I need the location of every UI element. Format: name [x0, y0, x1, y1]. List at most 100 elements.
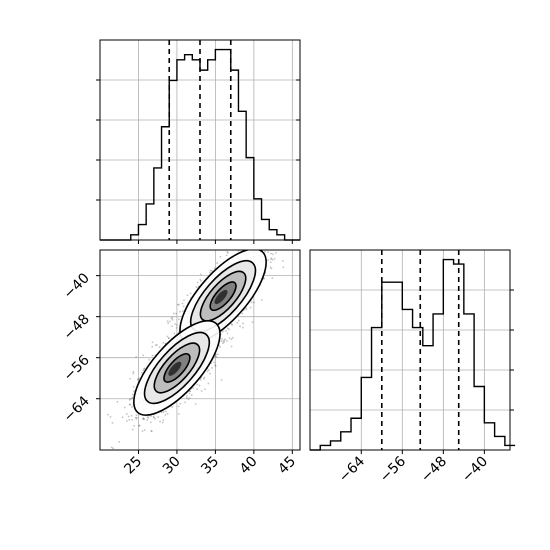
scatter-point: [138, 424, 141, 427]
x-tick-label: −56: [377, 453, 409, 485]
scatter-point: [185, 394, 188, 397]
scatter-point: [157, 416, 160, 418]
scatter-point: [267, 259, 270, 262]
scatter-point: [222, 340, 225, 342]
scatter-point: [272, 253, 274, 256]
scatter-point: [207, 382, 210, 385]
x-tick-label: 30: [160, 454, 184, 478]
scatter-point: [225, 254, 228, 257]
scatter-point: [142, 417, 145, 419]
scatter-point: [261, 299, 263, 301]
scatter-point: [209, 372, 211, 375]
scatter-point: [226, 327, 229, 330]
scatter-point: [223, 341, 225, 344]
scatter-point: [143, 368, 145, 370]
scatter-point: [196, 388, 198, 390]
scatter-point: [183, 299, 185, 302]
scatter-point: [132, 370, 135, 373]
scatter-point: [252, 234, 254, 236]
scatter-point: [196, 281, 199, 284]
scatter-point: [133, 424, 136, 427]
scatter-point: [112, 447, 115, 450]
scatter-point: [219, 255, 222, 258]
scatter-point: [176, 324, 178, 326]
scatter-point: [275, 251, 277, 254]
scatter-point: [245, 308, 248, 311]
scatter-point: [177, 413, 180, 415]
scatter-point: [241, 244, 243, 246]
scatter-point: [179, 402, 182, 405]
scatter-point: [135, 414, 138, 417]
scatter-point: [227, 252, 229, 254]
scatter-point: [166, 412, 169, 415]
scatter-point: [209, 269, 212, 272]
scatter-point: [199, 378, 202, 381]
scatter-point: [132, 385, 135, 388]
scatter-point: [203, 388, 206, 391]
scatter-point: [188, 397, 191, 400]
scatter-point: [162, 342, 165, 344]
scatter-point: [133, 390, 135, 393]
scatter-point: [159, 420, 162, 423]
scatter-point: [177, 405, 180, 408]
x-tick-label: −40: [459, 454, 491, 486]
scatter-point: [166, 320, 169, 323]
scatter-point: [135, 418, 138, 420]
scatter-point: [267, 251, 270, 253]
y-tick-label: −48: [61, 311, 93, 343]
y-marginal-histogram: −64 −56 −48 −40: [309, 249, 516, 486]
scatter-point: [142, 418, 144, 421]
scatter-point: [182, 305, 185, 308]
scatter-point: [131, 418, 134, 421]
scatter-point: [270, 258, 272, 260]
y-tick-label: −64: [61, 393, 93, 425]
scatter-point: [164, 413, 167, 416]
scatter-point: [171, 318, 174, 321]
y-tick-label: −40: [61, 270, 93, 302]
x-tick-label: 45: [275, 454, 299, 478]
axes-frame: [99, 39, 301, 241]
scatter-point: [253, 301, 255, 304]
scatter-point: [221, 330, 224, 333]
scatter-point: [143, 429, 146, 431]
scatter-point: [236, 321, 239, 324]
scatter-point: [169, 320, 171, 323]
scatter-point: [257, 247, 259, 249]
scatter-point: [200, 390, 203, 392]
scatter-point: [220, 378, 223, 381]
scatter-point: [190, 394, 193, 396]
scatter-point: [150, 430, 153, 432]
scatter-point: [242, 322, 244, 325]
scatter-point: [223, 339, 226, 342]
scatter-point: [111, 421, 114, 424]
scatter-point: [270, 247, 272, 249]
scatter-point: [215, 355, 218, 358]
scatter-point: [219, 346, 222, 348]
scatter-point: [147, 417, 150, 419]
scatter-point: [199, 279, 202, 282]
scatter-point: [130, 414, 133, 417]
scatter-point: [151, 354, 154, 357]
scatter-point: [187, 398, 190, 401]
scatter-point: [174, 323, 176, 325]
scatter-point: [148, 358, 151, 361]
scatter-point: [171, 316, 174, 319]
scatter-point: [161, 421, 164, 424]
scatter-point: [264, 237, 266, 239]
scatter-point: [188, 392, 191, 395]
scatter-point: [176, 303, 179, 306]
scatter-point: [213, 267, 216, 270]
scatter-point: [131, 406, 133, 408]
scatter-point: [166, 335, 169, 338]
density-peak: [214, 289, 228, 305]
scatter-point: [125, 420, 128, 422]
scatter-point: [175, 326, 178, 329]
scatter-point: [195, 286, 198, 289]
scatter-point: [170, 317, 173, 320]
scatter-point: [226, 340, 228, 342]
scatter-point: [221, 342, 224, 345]
scatter-point: [137, 378, 139, 381]
scatter-point: [173, 332, 176, 335]
scatter-point: [196, 383, 199, 386]
